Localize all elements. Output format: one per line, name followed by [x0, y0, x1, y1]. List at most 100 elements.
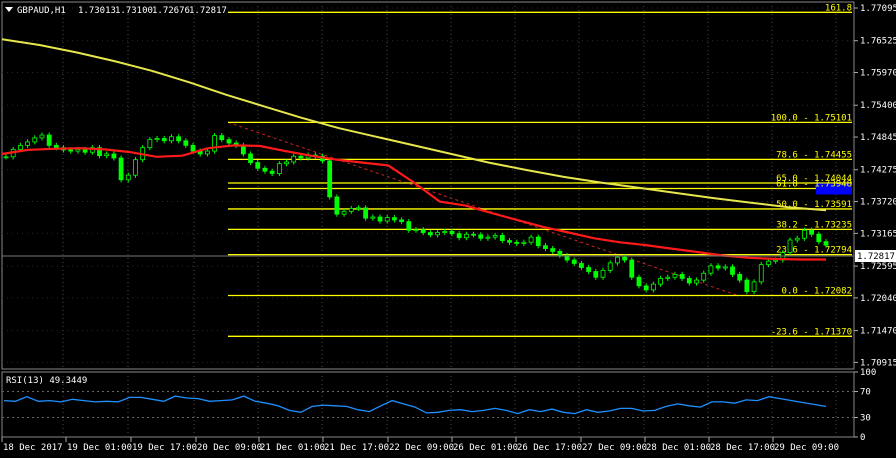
candle-body — [564, 255, 570, 261]
time-tick-label: 26 Dec 17:00 — [517, 443, 582, 453]
fib-level-label: 65.0 - 1.74044 — [776, 174, 852, 184]
candle-body — [643, 285, 649, 291]
time-tick-label: 29 Dec 09:00 — [774, 443, 839, 453]
candle-body — [212, 135, 217, 152]
candle-body — [449, 230, 455, 235]
slow-moving-average — [1, 38, 827, 212]
candle-body — [226, 139, 232, 144]
candle-body — [154, 138, 160, 141]
vertical-grid — [62, 2, 837, 437]
candle-body — [622, 256, 627, 261]
candle-body — [39, 134, 45, 139]
fib-level-label: 78.6 - 1.74455 — [776, 150, 852, 160]
candle-body — [708, 265, 714, 274]
candle-body — [406, 221, 412, 231]
candle-body — [413, 229, 419, 232]
candle-body — [463, 233, 469, 239]
rsi-panel[interactable] — [1, 371, 855, 438]
candle-body — [176, 136, 182, 142]
price-tick-label: 1.73165 — [860, 229, 896, 239]
fib-level-label: 161.8 — [825, 3, 852, 13]
candle-body — [679, 273, 685, 279]
candle-body — [327, 160, 333, 198]
candle-body — [665, 276, 671, 279]
candle-body — [334, 196, 340, 215]
candle-body — [399, 219, 405, 223]
time-tick-label: 27 Dec 09:00 — [582, 443, 647, 453]
candle-body — [32, 137, 38, 143]
price-tick-label: 1.72595 — [860, 262, 896, 272]
candle-body — [291, 155, 297, 163]
candle-body — [248, 153, 253, 163]
candle-body — [586, 267, 592, 272]
candle-body — [593, 271, 599, 278]
candle-body — [161, 138, 167, 142]
candle-body — [722, 266, 728, 269]
price-axis[interactable]: 1.77095 1.76525 1.75970 1.75400 1.74845 1.742… — [854, 4, 896, 368]
candle-body — [557, 251, 563, 256]
symbol-label: GBPAUD,H1 — [17, 6, 66, 16]
dropdown-arrow-icon[interactable] — [5, 7, 13, 12]
candle-body — [341, 210, 347, 215]
candle-body — [607, 262, 613, 271]
candle-body — [427, 232, 433, 236]
price-tick-label: 1.77095 — [860, 4, 896, 14]
candle-body — [478, 234, 484, 239]
time-tick-label: 21 Dec 17:00 — [324, 443, 389, 453]
candle-body — [348, 208, 354, 212]
candle-body — [823, 241, 829, 246]
candle-body — [3, 156, 9, 159]
candle-body — [672, 273, 678, 278]
candle-body — [125, 174, 131, 181]
candle-body — [579, 263, 584, 268]
candle-body — [269, 170, 275, 174]
chart-header: GBPAUD,H1 1.73013 1.73100 1.72676 1.7281… — [5, 6, 227, 16]
rsi-tick-label: 100 — [860, 368, 876, 378]
rsi-label: RSI(13) 49.3449 — [6, 376, 87, 386]
candle-body — [97, 147, 102, 157]
candle-body — [75, 148, 81, 152]
candle-body — [284, 161, 289, 165]
candle-body — [794, 237, 800, 241]
price-tick-label: 1.71470 — [860, 327, 896, 337]
candle-body — [550, 248, 556, 252]
candle-body — [809, 229, 815, 235]
candle-body — [629, 259, 635, 278]
time-tick-label: 28 Dec 01:00 — [646, 443, 711, 453]
candle-body — [377, 216, 383, 222]
price-tick-label: 1.75400 — [860, 101, 896, 111]
candle-body — [615, 256, 620, 264]
candle-body — [485, 236, 491, 239]
fibonacci-retracement[interactable]: 161.8 100.0 - 1.75101 78.6 - 1.74455 65.0 -… — [227, 3, 852, 337]
candle-body — [535, 236, 541, 247]
time-axis[interactable]: 18 Dec 2017 19 Dec 01:00 19 Dec 17:00 20 De… — [1, 437, 839, 453]
time-tick-label: 21 Dec 01:00 — [260, 443, 325, 453]
candle-body — [499, 234, 505, 241]
candle-body — [816, 233, 822, 243]
rsi-indicator — [2, 391, 854, 418]
candle-body — [255, 162, 261, 169]
candle-body — [773, 259, 779, 262]
candle-body — [133, 159, 138, 176]
main-chart-panel[interactable] — [1, 1, 855, 370]
current-price-tag: 1.72817 — [855, 250, 896, 262]
candle-body — [636, 276, 642, 287]
candle-body — [82, 148, 88, 153]
candle-body — [104, 153, 110, 157]
candle-body — [543, 245, 548, 249]
fib-level-label: 50.0 - 1.73591 — [776, 200, 852, 210]
candle-body — [25, 141, 30, 146]
fast-moving-average — [1, 144, 826, 261]
candle-body — [751, 281, 757, 292]
candle-body — [111, 153, 117, 159]
candle-body — [68, 149, 74, 152]
price-tick-label: 1.76525 — [860, 37, 896, 47]
candle-body — [521, 241, 527, 244]
fib-level-label: 23.6 - 1.72794 — [776, 246, 852, 256]
time-tick-label: 18 Dec 2017 — [3, 443, 63, 453]
candle-body — [219, 135, 225, 141]
candle-body — [118, 157, 124, 181]
candle-body — [571, 259, 577, 264]
price-tick-label: 1.72040 — [860, 294, 896, 304]
